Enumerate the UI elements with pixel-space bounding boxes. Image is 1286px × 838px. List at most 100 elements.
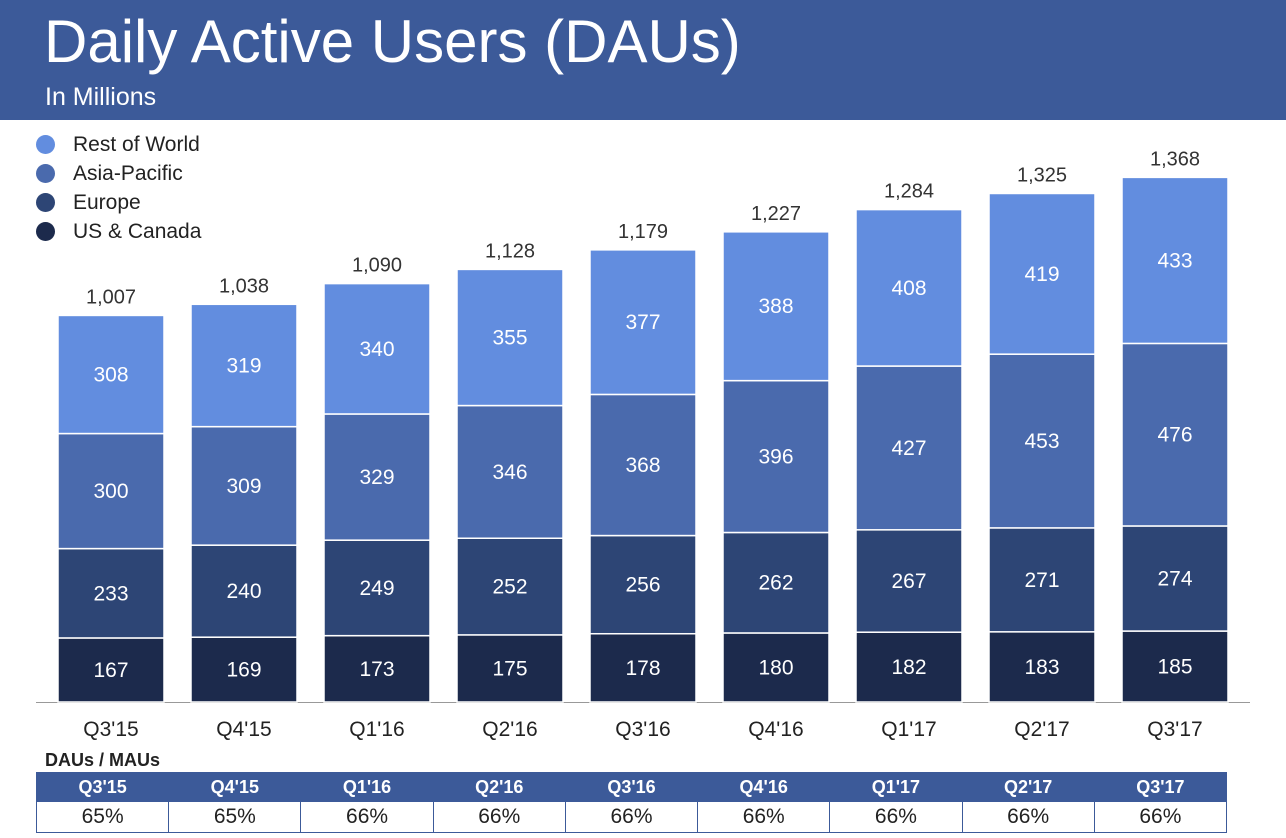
bar-total-label: 1,325 xyxy=(1017,164,1067,186)
bar-value-label: 173 xyxy=(359,658,394,681)
bar-value-label: 178 xyxy=(625,657,660,680)
bar-value-label: 433 xyxy=(1157,249,1192,272)
bar-value-label: 308 xyxy=(93,363,128,386)
bar-segment xyxy=(722,531,830,634)
x-tick-label: Q2'16 xyxy=(482,718,537,741)
bar-segment xyxy=(323,634,431,703)
dau-mau-title: DAUs / MAUs xyxy=(45,750,161,770)
bar-segment xyxy=(855,529,963,633)
bar-value-label: 249 xyxy=(359,577,394,600)
dau-mau-value-row: 65% 65% 66% 66% 66% 66% 66% 66% 66% xyxy=(35,801,1228,833)
bar-segment xyxy=(855,631,963,703)
bar-value-label: 355 xyxy=(492,326,527,349)
bar-value-label: 453 xyxy=(1024,430,1059,453)
bar-value-label: 396 xyxy=(758,446,793,469)
legend-label: Asia-Pacific xyxy=(73,161,183,185)
bar-segment xyxy=(323,413,431,541)
x-tick-label: Q4'15 xyxy=(216,718,271,741)
bar-segment xyxy=(190,425,298,546)
bar-segment xyxy=(589,249,697,396)
dau-mau-table: Q3'15 Q4'15 Q1'16 Q2'16 Q3'16 Q4'16 Q1'17 Q2'17… xyxy=(35,772,1228,833)
bar-total-label: 1,368 xyxy=(1150,148,1200,170)
bar-value-label: 388 xyxy=(758,295,793,318)
legend-label: US & Canada xyxy=(73,219,202,243)
bar-value-label: 267 xyxy=(891,570,926,593)
bar-value-label: 319 xyxy=(226,354,261,377)
bar-value-label: 271 xyxy=(1024,569,1059,592)
x-tick-label: Q3'15 xyxy=(83,718,138,741)
dau-mau-quarter-header: Q4'15 xyxy=(168,772,302,802)
bar-segment xyxy=(722,632,830,703)
legend-item: US & Canada xyxy=(36,217,201,246)
bar-segment xyxy=(190,636,298,703)
dau-mau-header-row: Q3'15 Q4'15 Q1'16 Q2'16 Q3'16 Q4'16 Q1'17 Q2'17… xyxy=(35,772,1228,802)
bar-segment xyxy=(855,365,963,531)
legend-item: Rest of World xyxy=(36,130,201,159)
bar-value-label: 346 xyxy=(492,461,527,484)
dau-mau-ratio-cell: 66% xyxy=(564,801,699,833)
legend-item: Europe xyxy=(36,188,201,217)
bar-segment xyxy=(456,404,564,539)
legend-label: Rest of World xyxy=(73,132,200,156)
dau-mau-quarter-header: Q2'17 xyxy=(961,772,1095,802)
bar-value-label: 240 xyxy=(226,580,261,603)
bar-segment xyxy=(1121,525,1229,632)
bar-total-label: 1,179 xyxy=(618,221,668,243)
dau-mau-ratio-cell: 66% xyxy=(961,801,1095,833)
dau-mau-ratio-cell: 65% xyxy=(35,801,170,833)
bar-value-label: 476 xyxy=(1157,424,1192,447)
bar-total-label: 1,038 xyxy=(219,275,269,297)
dau-mau-ratio-cell: 65% xyxy=(168,801,302,833)
bar-segment xyxy=(323,282,431,415)
legend-label: Europe xyxy=(73,190,141,214)
bar-segment xyxy=(1121,630,1229,703)
legend-swatch xyxy=(36,222,55,241)
bar-value-label: 185 xyxy=(1157,656,1192,679)
bar-segment xyxy=(988,353,1096,529)
dau-stacked-bar-chart: 167 233 300 308 1,007 Q3'15 169 240 309 319 1,038 Q… xyxy=(36,148,1250,741)
bar-value-label: 262 xyxy=(758,572,793,595)
legend-swatch xyxy=(36,135,55,154)
bar-segment xyxy=(1121,176,1229,345)
bar-segment xyxy=(190,544,298,638)
bar-segment xyxy=(456,634,564,703)
bar-segment xyxy=(722,231,830,382)
bar-value-label: 329 xyxy=(359,466,394,489)
bar-value-label: 180 xyxy=(758,656,793,679)
bar-value-label: 252 xyxy=(492,576,527,599)
dau-mau-quarter-header: Q2'16 xyxy=(432,772,566,802)
x-tick-label: Q1'16 xyxy=(349,718,404,741)
bar-value-label: 167 xyxy=(93,659,128,682)
bar-segment xyxy=(57,637,165,703)
dau-mau-quarter-header: Q3'16 xyxy=(564,772,699,802)
bar-segment xyxy=(57,314,165,435)
bar-segment xyxy=(988,527,1096,633)
bar-segment xyxy=(456,268,564,407)
bar-value-label: 169 xyxy=(226,659,261,682)
bar-value-label: 368 xyxy=(625,454,660,477)
bar-segment xyxy=(323,539,431,637)
bar-segment xyxy=(589,632,697,703)
x-tick-label: Q2'17 xyxy=(1014,718,1069,741)
page-subtitle: In Millions xyxy=(45,83,157,111)
bar-segment xyxy=(190,303,298,428)
bar-value-label: 256 xyxy=(625,574,660,597)
dau-mau-ratio-cell: 66% xyxy=(697,801,831,833)
bar-segment xyxy=(589,393,697,537)
dau-mau-ratio-cell: 66% xyxy=(432,801,566,833)
bar-value-label: 427 xyxy=(891,437,926,460)
x-tick-label: Q4'16 xyxy=(748,718,803,741)
bar-value-label: 183 xyxy=(1024,656,1059,679)
bar-value-label: 408 xyxy=(891,277,926,300)
dau-mau-quarter-header: Q3'17 xyxy=(1093,772,1228,802)
chart-legend: Rest of World Asia-Pacific Europe US & Cana… xyxy=(36,130,201,246)
dau-mau-quarter-header: Q3'15 xyxy=(35,772,170,802)
bar-value-label: 233 xyxy=(93,582,128,605)
dau-mau-ratio-cell: 66% xyxy=(829,801,963,833)
bar-total-label: 1,227 xyxy=(751,203,801,225)
bar-total-label: 1,007 xyxy=(86,286,136,308)
legend-swatch xyxy=(36,164,55,183)
bar-value-label: 340 xyxy=(359,338,394,361)
bar-segment xyxy=(988,192,1096,355)
bar-total-label: 1,128 xyxy=(485,240,535,262)
